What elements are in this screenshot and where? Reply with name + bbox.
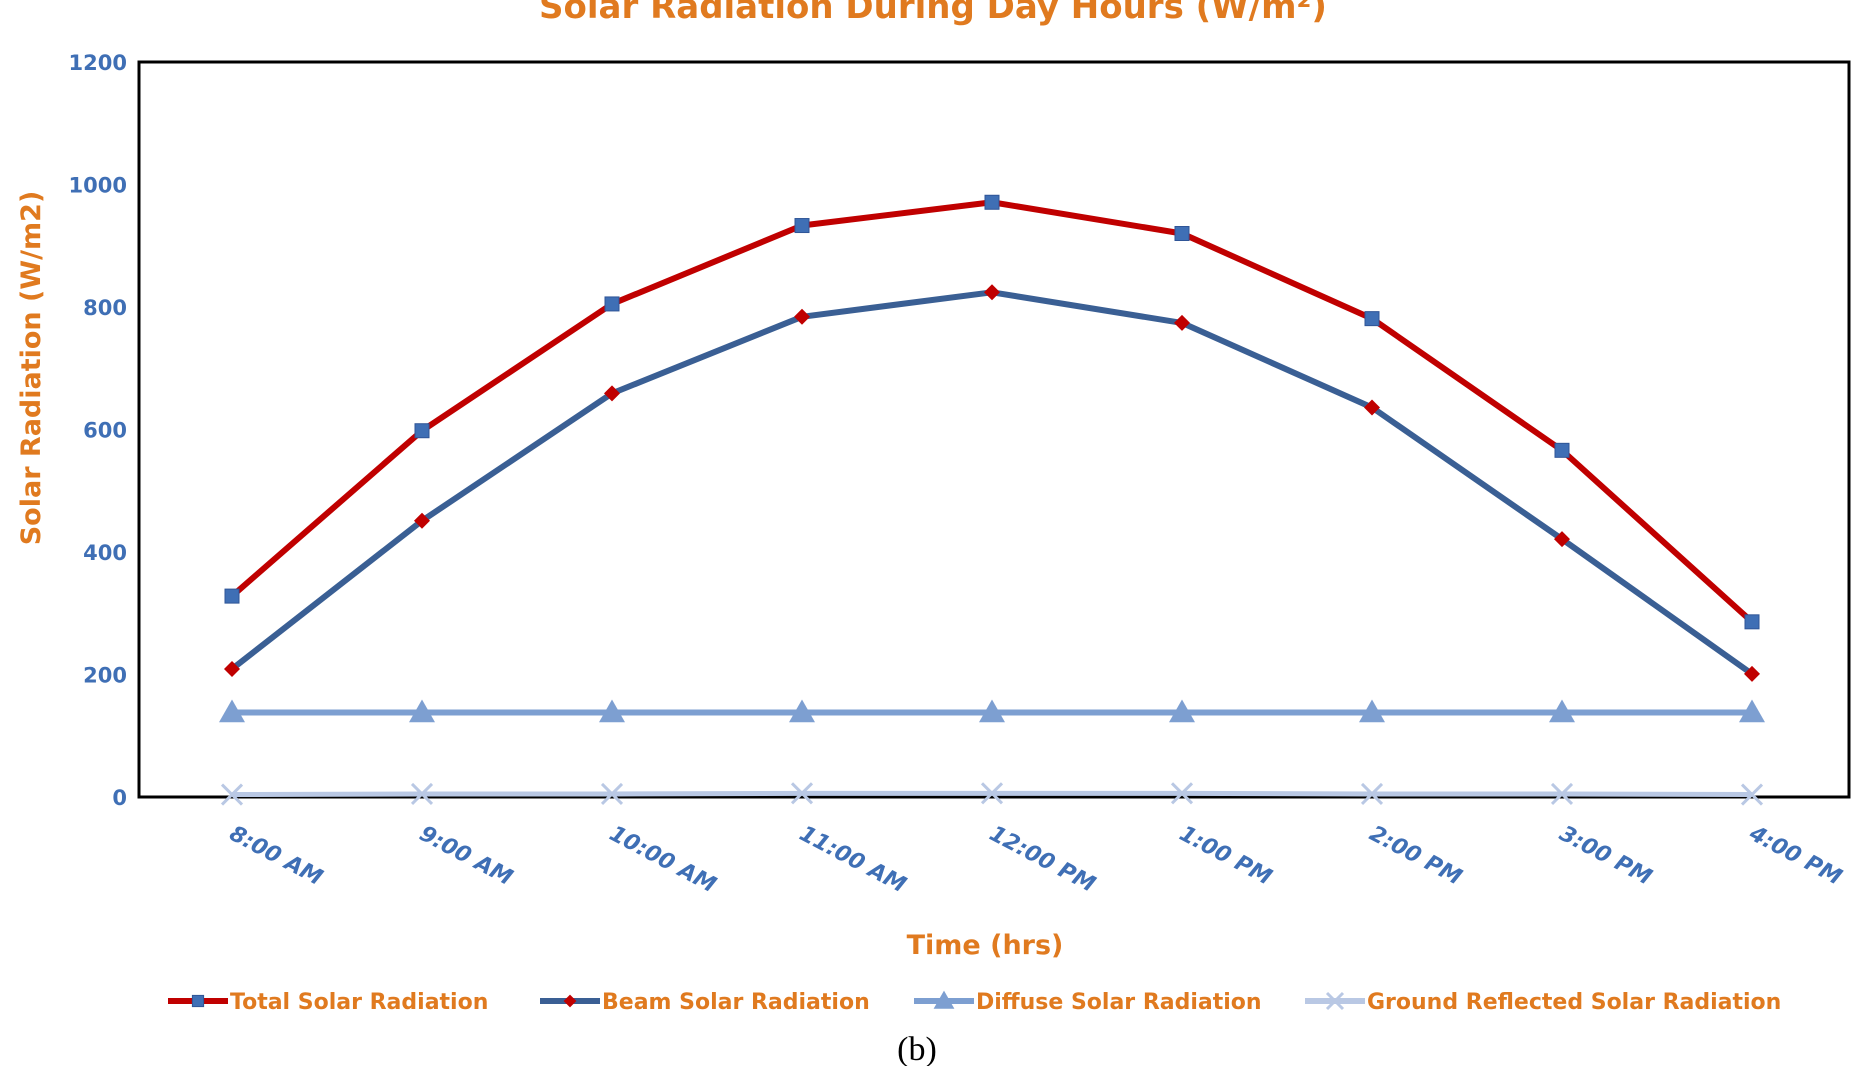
y-tick-label: 400 — [83, 541, 127, 565]
legend-swatch-marker — [933, 990, 955, 1009]
x-marker-stroke — [410, 782, 434, 805]
legend-label: Beam Solar Radiation — [602, 990, 870, 1015]
x-tick-label: 10:00 AM — [605, 821, 720, 898]
legend-swatch-marker — [1325, 991, 1345, 1011]
data-point — [1744, 665, 1760, 682]
data-point — [220, 783, 244, 806]
x-marker-stroke — [1550, 782, 1574, 805]
data-point — [600, 782, 624, 805]
x-tick-label: 8:00 AM — [225, 821, 326, 891]
data-point — [604, 296, 620, 312]
x-marker-stroke — [1740, 783, 1764, 806]
series-line — [230, 199, 1755, 625]
legend: Total Solar Radiation Beam Solar Radiatio… — [168, 990, 1781, 1015]
data-point — [219, 699, 245, 723]
data-point — [979, 699, 1005, 723]
data-point — [984, 284, 1000, 301]
legend-label: Diffuse Solar Radiation — [976, 990, 1262, 1015]
plot-area — [137, 60, 1851, 799]
series-layer — [219, 194, 1765, 806]
y-axis: 0 200 400 600 800 1000 1200 — [69, 51, 127, 810]
series-ground-reflected-solar-radiation — [220, 782, 1764, 806]
y-tick-label: 800 — [83, 296, 127, 320]
x-marker-stroke — [790, 782, 814, 805]
series-diffuse-solar-radiation — [219, 699, 1765, 723]
x-marker-stroke — [1360, 782, 1384, 805]
data-point — [1364, 311, 1380, 327]
legend-label: Ground Reflected Solar Radiation — [1367, 990, 1781, 1015]
y-tick-label: 1200 — [69, 51, 127, 75]
data-point — [980, 782, 1004, 805]
series-line — [230, 289, 1754, 677]
data-point — [1174, 226, 1190, 241]
legend-item: Ground Reflected Solar Radiation — [1305, 990, 1781, 1015]
x-marker-stroke — [1170, 782, 1194, 805]
data-point — [599, 699, 625, 723]
x-tick-label: 9:00 AM — [415, 821, 516, 891]
data-point — [1554, 531, 1570, 548]
x-axis: 8:00 AM 9:00 AM 10:00 AM 11:00 AM 12:00 PM 1:… — [225, 821, 1845, 898]
series-total-solar-radiation — [224, 194, 1760, 630]
data-point — [224, 588, 240, 604]
data-point — [1554, 442, 1570, 458]
legend-item: Total Solar Radiation — [168, 990, 488, 1015]
data-point — [1174, 314, 1190, 331]
data-point — [1740, 783, 1764, 806]
x-marker-stroke — [1325, 991, 1345, 1011]
legend-item: Diffuse Solar Radiation — [914, 990, 1262, 1015]
data-point — [1359, 699, 1385, 723]
y-tick-label: 200 — [83, 664, 127, 688]
legend-swatch-marker — [191, 994, 205, 1008]
data-point — [224, 660, 240, 677]
y-tick-label: 0 — [112, 786, 127, 810]
legend-label: Total Solar Radiation — [230, 990, 488, 1015]
x-axis-title: Time (hrs) — [907, 930, 1064, 961]
data-point — [414, 423, 430, 439]
x-marker-stroke — [980, 782, 1004, 805]
data-point — [604, 385, 620, 402]
plot-frame — [137, 60, 1851, 799]
chart-title: Solar Radiation During Day Hours (W/m²) — [539, 0, 1327, 27]
series-beam-solar-radiation — [224, 284, 1760, 682]
data-point — [790, 782, 814, 805]
x-tick-label: 1:00 PM — [1175, 821, 1275, 890]
data-point — [984, 194, 1000, 210]
x-tick-label: 2:00 PM — [1365, 821, 1465, 890]
x-tick-label: 3:00 PM — [1555, 821, 1655, 890]
x-marker-stroke — [220, 783, 244, 806]
data-point — [414, 512, 430, 529]
data-point — [1739, 699, 1765, 723]
data-point — [1360, 782, 1384, 805]
y-tick-label: 1000 — [69, 174, 127, 198]
data-point — [794, 218, 810, 234]
legend-swatch-marker — [563, 994, 577, 1008]
x-tick-label: 11:00 AM — [795, 821, 910, 898]
data-point — [794, 308, 810, 325]
data-point — [410, 782, 434, 805]
data-point — [1169, 699, 1195, 723]
x-tick-label: 12:00 PM — [985, 821, 1099, 897]
data-point — [789, 699, 815, 723]
figure-caption: (b) — [897, 1031, 937, 1066]
data-point — [1550, 782, 1574, 805]
y-tick-label: 600 — [83, 419, 127, 443]
x-tick-label: 4:00 PM — [1744, 821, 1845, 891]
data-point — [1170, 782, 1194, 805]
x-marker-stroke — [600, 782, 624, 805]
data-point — [1744, 614, 1760, 630]
data-point — [409, 699, 435, 723]
y-axis-title: Solar Radiation (W/m2) — [16, 191, 47, 546]
legend-item: Beam Solar Radiation — [540, 990, 870, 1015]
data-point — [1549, 699, 1575, 723]
data-point — [1364, 399, 1380, 416]
